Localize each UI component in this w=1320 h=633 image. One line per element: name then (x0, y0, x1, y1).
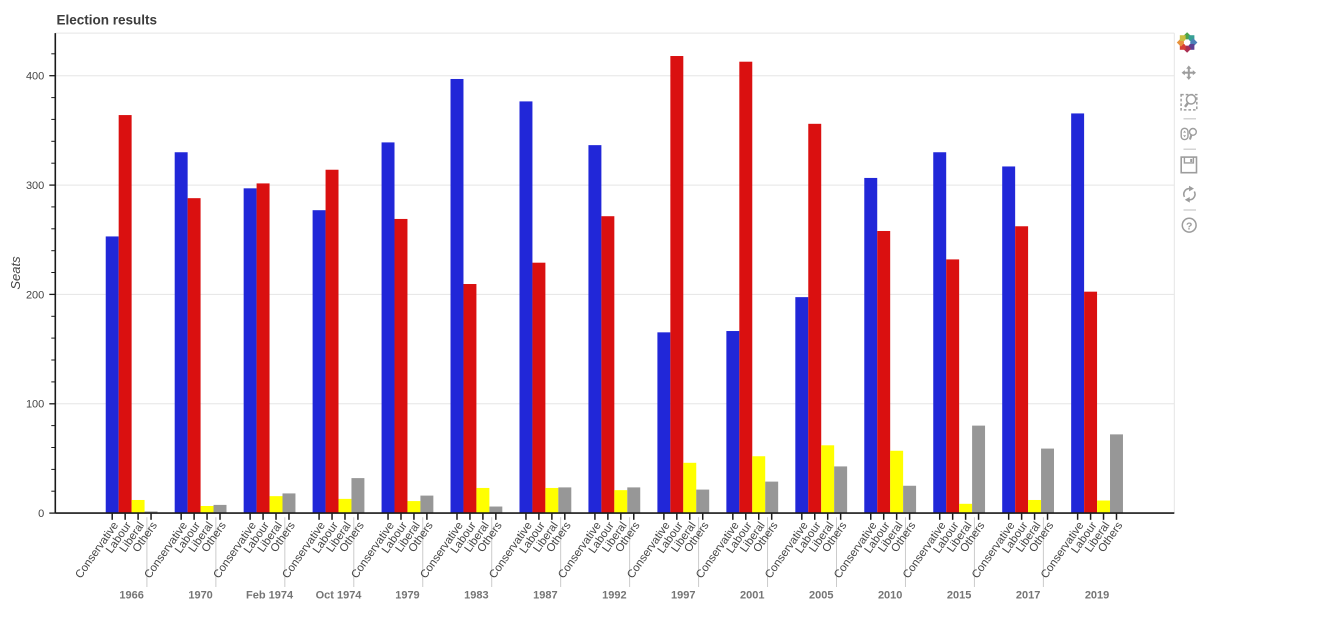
svg-text:2019: 2019 (1085, 590, 1109, 602)
svg-text:2015: 2015 (947, 590, 971, 602)
svg-text:Seats: Seats (8, 256, 23, 290)
svg-text:1966: 1966 (119, 590, 143, 602)
svg-text:200: 200 (26, 289, 44, 301)
svg-text:Election results: Election results (57, 12, 158, 27)
svg-text:Feb 1974: Feb 1974 (246, 590, 294, 602)
svg-text:0: 0 (38, 508, 44, 520)
svg-text:2005: 2005 (809, 590, 833, 602)
svg-text:1992: 1992 (602, 590, 626, 602)
svg-text:400: 400 (26, 71, 44, 83)
svg-text:1987: 1987 (533, 590, 557, 602)
svg-text:Oct 1974: Oct 1974 (316, 590, 363, 602)
svg-text:2001: 2001 (740, 590, 764, 602)
svg-text:1970: 1970 (188, 590, 212, 602)
svg-text:2010: 2010 (878, 590, 902, 602)
svg-text:2017: 2017 (1016, 590, 1040, 602)
svg-text:?: ? (1186, 220, 1192, 232)
svg-text:1983: 1983 (464, 590, 488, 602)
svg-text:100: 100 (26, 399, 44, 411)
svg-text:1997: 1997 (671, 590, 695, 602)
svg-text:300: 300 (26, 180, 44, 192)
svg-text:1979: 1979 (395, 590, 419, 602)
